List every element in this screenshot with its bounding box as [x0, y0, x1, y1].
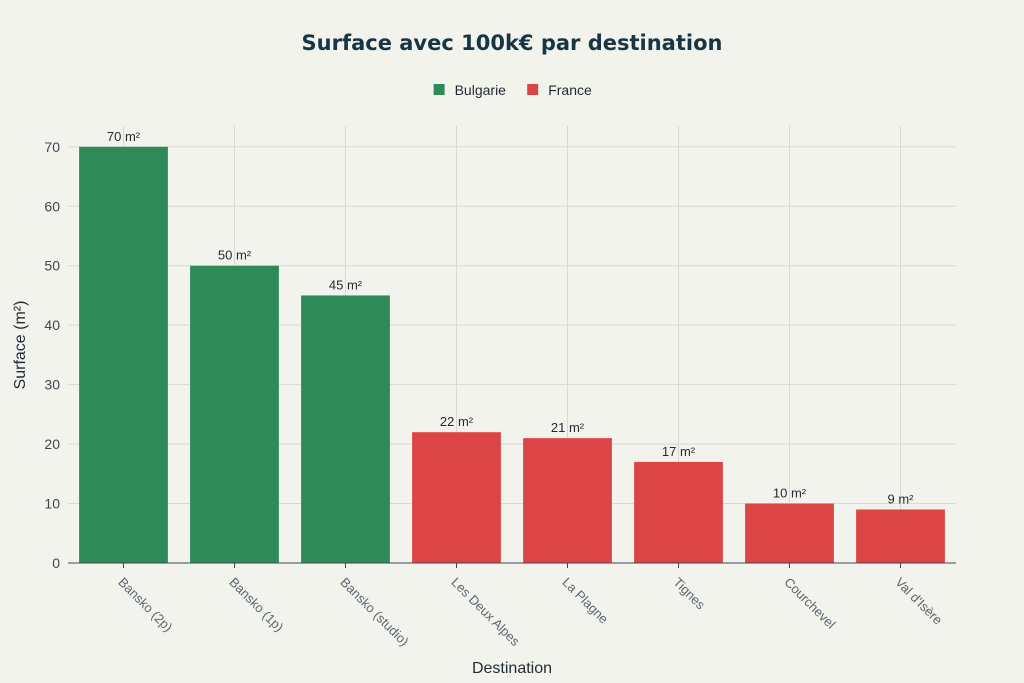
bars	[79, 146, 945, 564]
legend-swatch-bulgarie	[433, 84, 445, 95]
legend-label-bulgarie: Bulgarie	[455, 82, 507, 98]
legend: Bulgarie France	[433, 82, 592, 98]
y-tick-label: 60	[44, 198, 60, 214]
x-axis: Bansko (2p) Bansko (1p) Bansko (studio) Les…	[68, 562, 956, 650]
bar-value-label: 22 m²	[440, 414, 474, 429]
bar-value-label: 70 m²	[107, 129, 141, 144]
y-tick-label: 10	[44, 496, 60, 512]
x-tick-label: Courchevel	[781, 575, 838, 632]
x-tick-label: Les Deux Alpes	[448, 575, 523, 650]
data-labels: 70 m² 50 m² 45 m² 22 m² 21 m² 17 m² 10 m² 9 m²	[107, 129, 914, 507]
y-tick-label: 0	[52, 555, 60, 571]
x-axis-title: Destination	[472, 660, 552, 677]
bar-value-label: 17 m²	[662, 444, 696, 459]
bar-val-d-is-re	[856, 509, 945, 563]
bar-tignes	[634, 461, 723, 563]
bar-value-label: 21 m²	[551, 420, 585, 435]
x-tick-label: Bansko (1p)	[226, 575, 286, 635]
bar-la-plagne	[523, 438, 612, 563]
legend-label-france: France	[548, 82, 592, 98]
bar-value-label: 50 m²	[218, 248, 252, 263]
bar-courchevel	[745, 503, 834, 563]
x-tick-label: Val d'Isère	[892, 575, 945, 628]
y-tick-label: 40	[44, 317, 60, 333]
bar-bansko-2p	[79, 146, 168, 564]
bar-value-label: 9 m²	[888, 491, 915, 506]
x-tick-label: Bansko (studio)	[337, 575, 411, 649]
y-tick-label: 30	[44, 377, 60, 393]
bar-value-label: 45 m²	[329, 277, 363, 292]
y-tick-label: 20	[44, 436, 60, 452]
x-tick-label: Tignes	[670, 575, 708, 613]
x-tick-label: La Plagne	[559, 575, 611, 627]
x-tick-label: Bansko (2p)	[115, 575, 175, 635]
bar-bansko-1p	[190, 265, 279, 563]
y-axis: 0 10 20 30 40 50 60 70	[44, 139, 60, 571]
y-axis-title: Surface (m²)	[12, 301, 29, 390]
legend-swatch-france	[527, 84, 539, 95]
chart-title: Surface avec 100k€ par destination	[302, 31, 723, 55]
bar-bansko-studio	[301, 295, 390, 563]
y-tick-label: 50	[44, 258, 60, 274]
y-tick-label: 70	[44, 139, 60, 155]
bar-value-label: 10 m²	[773, 486, 807, 501]
bar-les-deux-alpes	[412, 432, 501, 563]
